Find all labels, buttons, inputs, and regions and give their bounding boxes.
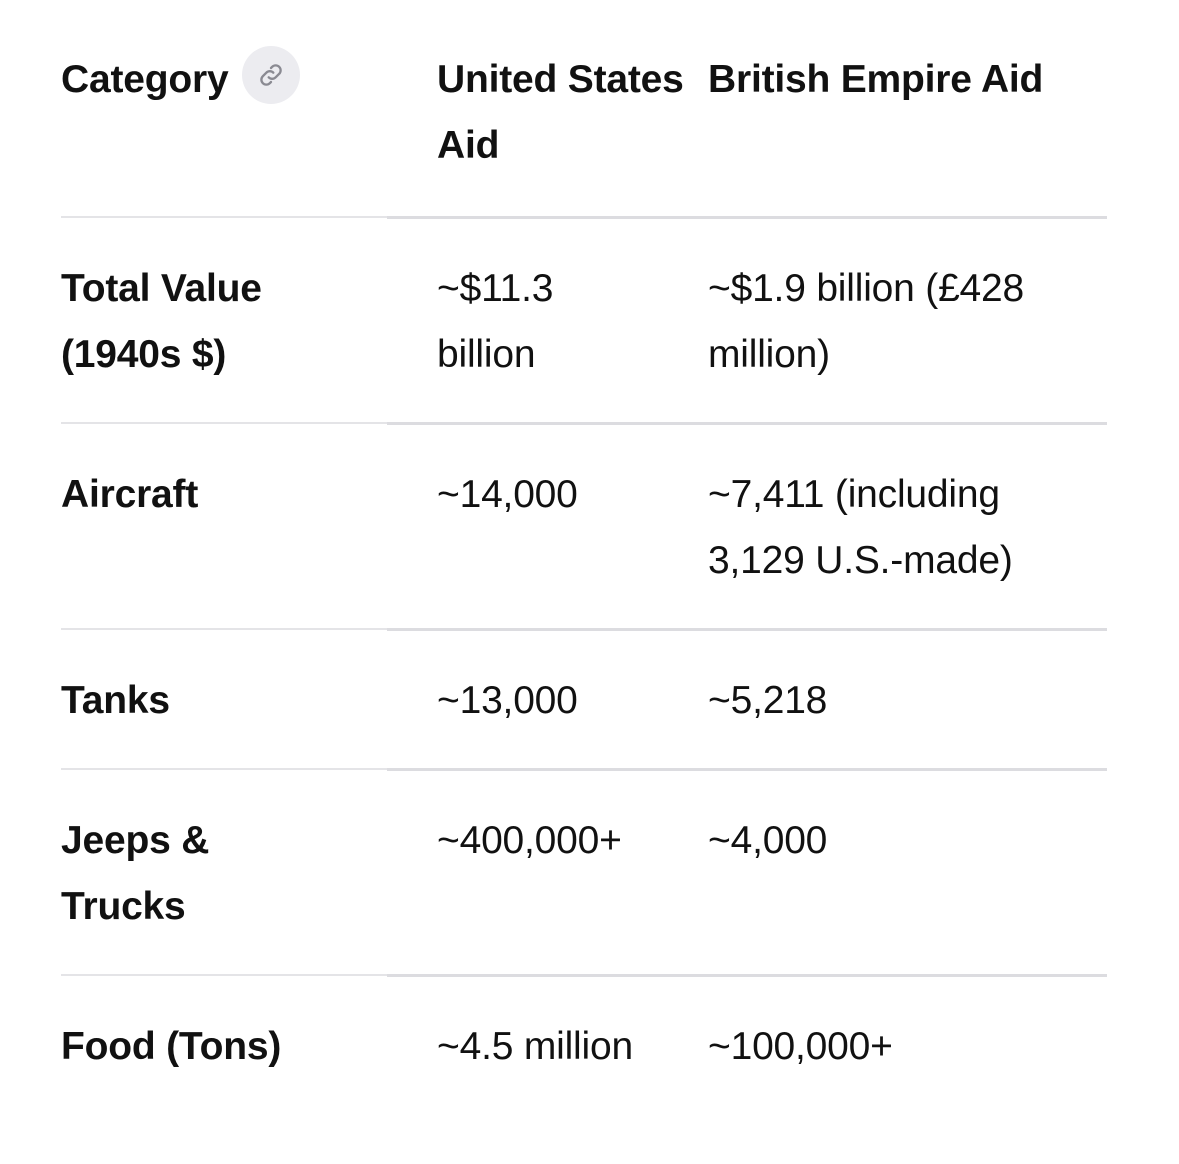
row-category: Total Value (1940s $) bbox=[61, 267, 262, 376]
row-british-aid: ~100,000+ bbox=[708, 1025, 893, 1068]
copy-link-button[interactable] bbox=[242, 46, 301, 104]
table-header-row: Category United States Aid British Empir… bbox=[61, 0, 1107, 216]
row-us-aid: ~4.5 million bbox=[437, 1025, 633, 1068]
row-us-aid: ~14,000 bbox=[437, 473, 578, 516]
table-row: Total Value (1940s $) ~$11.3 billion ~$1… bbox=[61, 216, 1107, 422]
row-category: Tanks bbox=[61, 679, 170, 722]
comparison-table: Category United States Aid British Empir… bbox=[61, 0, 1107, 1164]
row-british-aid: ~7,411 (including 3,129 U.S.-made) bbox=[708, 473, 1013, 582]
header-category-cell: Category bbox=[61, 0, 437, 216]
row-british-aid: ~5,218 bbox=[708, 679, 828, 722]
table-row: Food (Tons) ~4.5 million ~100,000+ bbox=[61, 974, 1107, 1164]
row-divider bbox=[61, 768, 1107, 771]
row-us-aid: ~$11.3 billion bbox=[437, 267, 554, 376]
table-row: Jeeps & Trucks ~400,000+ ~4,000 bbox=[61, 768, 1107, 974]
row-divider bbox=[61, 628, 1107, 631]
header-british-aid: British Empire Aid bbox=[708, 58, 1044, 101]
header-us-aid: United States Aid bbox=[437, 58, 684, 167]
row-british-aid: ~$1.9 billion (£428 million) bbox=[708, 267, 1025, 376]
table-row: Tanks ~13,000 ~5,218 bbox=[61, 628, 1107, 768]
row-british-aid: ~4,000 bbox=[708, 819, 828, 862]
row-category: Aircraft bbox=[61, 473, 199, 516]
row-divider bbox=[61, 974, 1107, 977]
header-category-wrap: Category bbox=[61, 46, 437, 113]
header-category: Category bbox=[61, 58, 229, 101]
row-category: Jeeps & Trucks bbox=[61, 819, 210, 928]
row-divider bbox=[61, 422, 1107, 425]
link-icon bbox=[260, 64, 283, 86]
row-divider bbox=[61, 216, 1107, 219]
row-category: Food (Tons) bbox=[61, 1025, 282, 1068]
table-row: Aircraft ~14,000 ~7,411 (including 3,129… bbox=[61, 422, 1107, 628]
row-us-aid: ~13,000 bbox=[437, 679, 578, 722]
row-us-aid: ~400,000+ bbox=[437, 819, 622, 862]
